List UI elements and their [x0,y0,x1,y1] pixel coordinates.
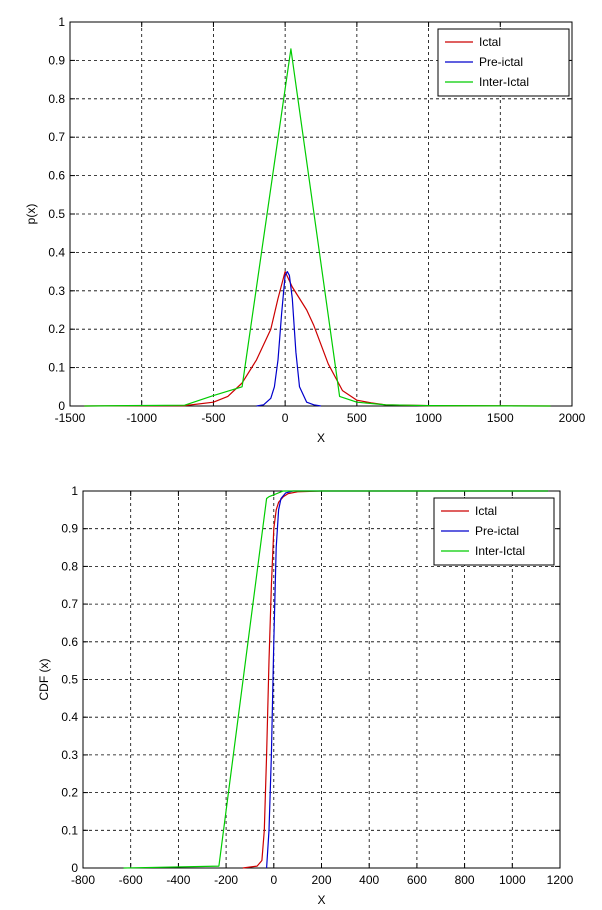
y-tick-label: 0.4 [48,245,65,259]
y-tick-label: 0.3 [61,748,78,762]
x-tick-label: -800 [71,873,95,887]
legend: Ictal Pre-ictal Inter-Ictal [433,497,555,566]
y-axis-label: CDF (x) [37,659,51,701]
series-line-pre-ictal [256,271,322,407]
y-tick-label: 0.7 [48,130,65,144]
x-axis-label: X [317,431,325,445]
y-tick-label: 0.8 [61,559,78,573]
series-line-ictal [242,490,549,869]
y-tick-label: 0 [71,861,78,875]
x-tick-label: -400 [166,873,190,887]
y-tick-label: 0.2 [61,786,78,800]
y-tick-label: 0 [58,399,65,413]
y-tick-label: 0.6 [48,169,65,183]
y-tick-label: 0.2 [48,322,65,336]
x-tick-label: 1000 [415,411,442,425]
legend: Ictal Pre-ictal Inter-Ictal [437,28,570,97]
y-tick-label: 0.1 [48,361,65,375]
y-tick-label: 0.9 [61,522,78,536]
y-tick-label: 0.8 [48,92,65,106]
cdf-chart: -800 -600 -400 -200 0 200 400 600 800 1000 1200 0 0.… [37,484,574,907]
x-tick-label: 400 [359,873,379,887]
x-tick-label: 200 [311,873,331,887]
y-tick-label: 1 [71,484,78,498]
pdf-chart: -1500 -1000 -500 0 500 1000 1500 2000 0 0.1 0.2 0.3… [24,15,586,445]
x-tick-label: 500 [347,411,367,425]
y-tick-label: 0.5 [48,207,65,221]
y-axis-label: p(x) [24,204,38,225]
y-tick-label: 0.6 [61,635,78,649]
x-tick-label: -1500 [55,411,86,425]
x-axis-label: X [317,893,325,907]
y-tick-label: 0.5 [61,673,78,687]
x-tick-label: 1000 [499,873,526,887]
y-tick-label: 0.9 [48,53,65,67]
legend-label: Pre-ictal [475,524,519,538]
legend-label: Ictal [475,504,497,518]
x-tick-label: -500 [201,411,225,425]
x-tick-label: 1200 [547,873,574,887]
x-tick-label: 0 [282,411,289,425]
y-tick-label: 1 [58,15,65,29]
x-tick-label: 0 [270,873,277,887]
x-tick-label: 1500 [487,411,514,425]
series-line-inter-ictal [123,490,549,869]
legend-label: Inter-Ictal [475,544,525,558]
series-line-inter-ictal [84,48,551,407]
x-tick-label: 600 [407,873,427,887]
series-line-ictal [84,271,551,407]
x-tick-label: -600 [119,873,143,887]
x-tick-label: -200 [214,873,238,887]
x-tick-label: -1000 [126,411,157,425]
y-tick-label: 0.4 [61,710,78,724]
legend-label: Inter-Ictal [479,75,529,89]
legend-label: Ictal [479,35,501,49]
x-tick-label: 800 [455,873,475,887]
legend-label: Pre-ictal [479,55,523,69]
y-tick-label: 0.3 [48,284,65,298]
y-tick-label: 0.1 [61,823,78,837]
x-tick-label: 2000 [559,411,586,425]
y-tick-label: 0.7 [61,597,78,611]
